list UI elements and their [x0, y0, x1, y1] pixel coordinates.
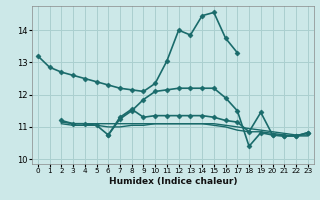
X-axis label: Humidex (Indice chaleur): Humidex (Indice chaleur) [108, 177, 237, 186]
